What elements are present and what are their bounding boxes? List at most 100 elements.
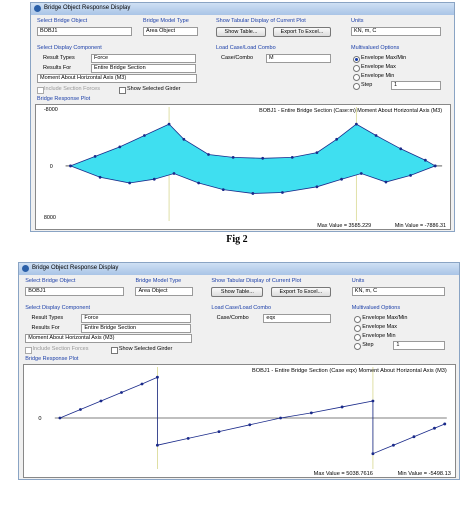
units-combo[interactable]: KN, m, C xyxy=(351,27,441,36)
point-marker xyxy=(374,134,378,137)
dialog-window: Bridge Object Response Display Select Bri… xyxy=(18,262,460,480)
radio-button[interactable] xyxy=(353,316,361,323)
case-combo[interactable]: eqx xyxy=(263,314,331,323)
point-marker xyxy=(197,181,201,185)
y-label: 8000 xyxy=(44,215,56,221)
label: Bridge Response Plot xyxy=(25,356,79,362)
step-field[interactable]: 1 xyxy=(391,81,441,90)
point-marker xyxy=(217,430,221,433)
radio-label: Envelope Min xyxy=(362,333,396,339)
show-table-button[interactable]: Show Table... xyxy=(216,27,266,37)
checkbox[interactable] xyxy=(119,87,126,94)
point-marker xyxy=(290,155,294,159)
radio-button[interactable] xyxy=(353,334,361,341)
label: Bridge Model Type xyxy=(143,18,189,24)
component-combo[interactable]: Moment About Horizontal Axis (M3) xyxy=(25,334,192,343)
point-marker xyxy=(309,411,313,415)
point-marker xyxy=(140,382,144,386)
y-label: 0 xyxy=(50,164,53,170)
label: Select Bridge Object xyxy=(25,278,76,284)
response-plot: 0 BOBJ1 - Entire Bridge Section (Case eqx… xyxy=(23,364,456,478)
point-marker xyxy=(231,155,235,159)
label: Show Tabular Display of Current Plot xyxy=(211,278,302,284)
label: Case/Combo xyxy=(216,315,249,321)
point-marker xyxy=(423,158,427,162)
result-types-combo[interactable]: Force xyxy=(81,314,191,323)
label: Result Types xyxy=(43,55,75,61)
checkbox[interactable] xyxy=(25,347,33,354)
response-plot: -8000 0 8000 BOBJ1 - Entire Bridge Section … xyxy=(35,104,451,230)
bridge-object-combo[interactable]: BOBJ1 xyxy=(25,287,125,296)
label: Case/Combo xyxy=(221,55,254,61)
point-marker xyxy=(98,175,102,179)
label: Result Types xyxy=(31,315,64,321)
point-marker xyxy=(409,174,412,177)
point-marker xyxy=(251,192,255,195)
point-marker xyxy=(354,122,358,126)
show-table-button[interactable]: Show Table... xyxy=(211,287,264,297)
point-marker xyxy=(443,422,447,426)
max-value: Max Value = 3585.229 xyxy=(317,223,371,229)
model-type-field[interactable]: Area Object xyxy=(135,287,193,296)
point-marker xyxy=(384,180,388,184)
radio-button[interactable] xyxy=(353,65,360,72)
y-label: 0 xyxy=(38,416,41,422)
model-type-field[interactable]: Area Object xyxy=(143,27,198,36)
point-marker xyxy=(281,191,284,194)
radio-label: Step xyxy=(361,82,373,88)
component-combo[interactable]: Moment About Horizontal Axis (M3) xyxy=(37,74,197,83)
point-marker xyxy=(182,137,186,141)
point-marker xyxy=(172,172,176,175)
title-bar xyxy=(31,3,454,15)
checkbox[interactable] xyxy=(110,347,118,354)
point-marker xyxy=(315,151,319,154)
point-marker xyxy=(118,145,122,149)
dialog-window: Bridge Object Response Display Select Bri… xyxy=(30,2,455,232)
window-title: Bridge Object Response Display xyxy=(32,265,119,271)
export-button[interactable]: Export To Excel... xyxy=(270,287,331,297)
result-types-combo[interactable]: Force xyxy=(91,54,196,63)
point-marker xyxy=(340,177,343,181)
label: Select Display Component xyxy=(25,305,91,311)
point-marker xyxy=(152,177,156,181)
point-marker xyxy=(155,443,159,447)
point-marker xyxy=(371,452,375,456)
radio-button[interactable] xyxy=(353,325,361,332)
caption: Fig 2 xyxy=(226,234,248,245)
window-icon xyxy=(22,265,29,272)
point-marker xyxy=(79,408,82,411)
units-combo[interactable]: KN, m, C xyxy=(351,287,446,296)
case-combo[interactable]: M xyxy=(266,54,331,63)
label: Results For xyxy=(31,325,60,331)
point-marker xyxy=(399,147,403,151)
radio-label: Envelope Max/Min xyxy=(362,315,408,321)
step-field[interactable]: 1 xyxy=(393,341,446,350)
radio-button[interactable] xyxy=(353,83,360,90)
point-marker xyxy=(335,137,339,141)
point-marker xyxy=(391,443,395,447)
radio-button[interactable] xyxy=(353,56,360,63)
export-button[interactable]: Export To Excel... xyxy=(273,27,331,37)
point-marker xyxy=(120,391,123,394)
label: Load Case/Load Combo xyxy=(216,45,276,51)
point-marker xyxy=(93,155,97,158)
label: Show Tabular Display of Current Plot xyxy=(216,18,306,24)
results-for-combo[interactable]: Entire Bridge Section xyxy=(81,324,191,333)
results-for-combo[interactable]: Entire Bridge Section xyxy=(91,64,196,73)
point-marker xyxy=(207,153,210,156)
point-marker xyxy=(69,164,72,168)
point-marker xyxy=(412,435,416,439)
radio-label: Envelope Min xyxy=(361,73,395,79)
checkbox-label: Show Selected Girder xyxy=(118,346,173,352)
label: Multivalued Options xyxy=(351,45,400,51)
plot-title: BOBJ1 - Entire Bridge Section (Case eqx)… xyxy=(252,368,447,374)
min-value: Min Value = -5498.13 xyxy=(398,471,451,477)
radio-button[interactable] xyxy=(353,343,361,350)
radio-button[interactable] xyxy=(353,74,360,81)
plot-title: BOBJ1 - Entire Bridge Section (Case:m) M… xyxy=(259,108,442,114)
checkbox[interactable] xyxy=(37,87,44,94)
point-marker xyxy=(221,188,225,192)
label: Units xyxy=(351,18,364,24)
bridge-object-combo[interactable]: BOBJ1 xyxy=(37,27,132,36)
